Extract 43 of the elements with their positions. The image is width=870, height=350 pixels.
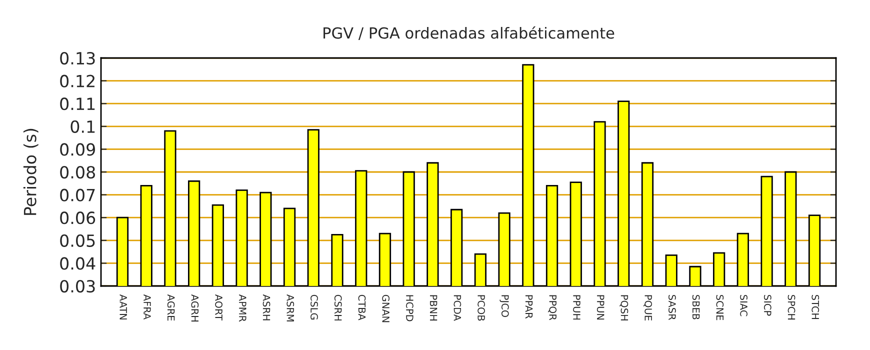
x-tick-label: PPUH [573, 295, 580, 320]
y-tick-label: 0.09 [60, 143, 95, 156]
y-tick-label: 0.1 [70, 120, 95, 133]
x-tick-label: CSRH [334, 294, 342, 320]
y-tick-label: 0.06 [60, 212, 96, 224]
x-tick-label: AGRH [191, 294, 199, 322]
x-tick-label: SBEB [692, 294, 700, 320]
x-tick-label: ASRH [262, 294, 270, 320]
x-tick-label: AGRE [167, 294, 175, 321]
x-tick-label: PQSH [620, 295, 628, 320]
x-tick-label: SICP [764, 294, 772, 316]
x-tick-label: PQUE [644, 295, 652, 320]
y-tick-label: 0.08 [60, 166, 95, 179]
y-tick-label: 0.05 [60, 234, 95, 247]
x-tick-label: APMR [239, 294, 246, 322]
x-tick-label: SIAC [740, 294, 748, 316]
x-tick-label: SCNE [716, 294, 724, 320]
y-axis-title: Periodo (s) [23, 128, 38, 215]
x-tick-label: PBNH [430, 295, 438, 320]
y-tick-label: 0.07 [60, 188, 95, 202]
x-tick-label: PPQR [548, 295, 557, 320]
x-tick-label: SPCH [788, 294, 796, 320]
x-tick-label: PCDA [454, 295, 462, 321]
x-tick-label: GNAN [382, 294, 390, 322]
x-tick-label: ASRM [286, 294, 294, 322]
x-tick-label: PCOB [478, 295, 485, 321]
x-tick-label: STCH [812, 294, 820, 320]
x-tick-label: PPAR [525, 295, 533, 319]
x-tick-label: PPUN [596, 295, 604, 320]
x-tick-label: CTBA [358, 294, 366, 320]
y-tick-label: 0.13 [60, 52, 95, 65]
x-tick-label: SASR [668, 294, 676, 320]
x-tick-label: AATN [120, 294, 127, 320]
y-tick-label: 0.11 [60, 98, 95, 110]
y-tick-label: 0.12 [60, 74, 94, 88]
x-tick-label: AORT [215, 294, 222, 320]
x-tick-label: PJCO [500, 295, 509, 317]
y-tick-label: 0.04 [60, 257, 96, 270]
x-tick-label: AFRA [144, 294, 151, 320]
y-tick-label: 0.03 [60, 280, 95, 293]
chart-title: PGV / PGA ordenadas alfabéticamente [324, 26, 614, 40]
x-tick-label: HCPD [406, 295, 414, 322]
x-tick-label: CSLG [310, 294, 318, 320]
